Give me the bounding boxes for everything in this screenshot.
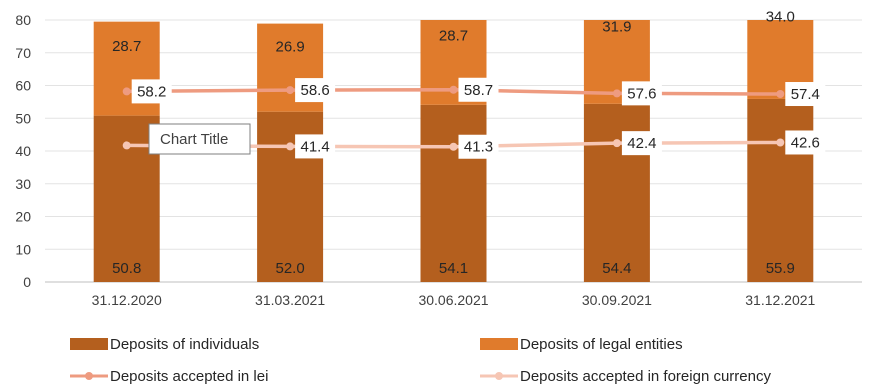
bar-value-label: 34.0 <box>766 9 795 26</box>
y-tick-label: 60 <box>15 78 31 94</box>
legend-label: Deposits accepted in lei <box>110 368 268 385</box>
y-tick-label: 40 <box>15 143 31 159</box>
bar-value-label: 50.8 <box>112 260 141 277</box>
bar-segment <box>420 104 487 282</box>
x-tick-label: 30.06.2021 <box>418 292 488 308</box>
y-tick-label: 50 <box>15 110 31 126</box>
series-point <box>286 86 295 95</box>
legend-swatch-marker <box>495 372 503 380</box>
bar-labels: 50.8 28.7 52.0 26.9 54.1 28.7 54.4 31.9 55.9 34.0 <box>112 9 795 277</box>
point-label-box <box>785 82 826 107</box>
x-tick-label: 31.03.2021 <box>255 292 325 308</box>
legend-swatch <box>480 338 518 350</box>
point-label-box <box>458 77 499 102</box>
point-value-label: 42.4 <box>627 135 656 152</box>
x-axis: 31.12.2020 31.03.2021 30.06.2021 30.09.2021… <box>92 292 816 308</box>
series-point <box>776 90 785 99</box>
bar-segment <box>583 103 650 282</box>
series-point <box>286 142 295 151</box>
bar-segment <box>747 98 814 283</box>
series-point <box>612 89 621 98</box>
bar-value-label: 31.9 <box>602 19 631 36</box>
tooltip-text: Chart Title <box>160 131 228 148</box>
y-tick-label: 30 <box>15 176 31 192</box>
series-point <box>449 142 458 151</box>
bar-value-label: 28.7 <box>439 27 468 44</box>
y-tick-label: 80 <box>15 12 31 28</box>
y-tick-label: 20 <box>15 209 31 225</box>
legend-label: Deposits of individuals <box>110 336 259 353</box>
legend-label: Deposits of legal entities <box>520 336 683 353</box>
point-label-box <box>621 81 662 106</box>
y-tick-label: 0 <box>23 274 31 290</box>
point-label-box <box>785 130 826 155</box>
bar-value-label: 54.1 <box>439 260 468 277</box>
x-tick-label: 31.12.2020 <box>92 292 162 308</box>
point-label-box <box>295 78 336 103</box>
tooltip-box <box>148 123 251 155</box>
point-label-box <box>295 134 336 159</box>
x-tick-label: 31.12.2021 <box>745 292 815 308</box>
bar-value-label: 55.9 <box>766 260 795 277</box>
bar-value-label: 28.7 <box>112 38 141 55</box>
point-value-label: 58.2 <box>137 83 166 100</box>
series-point <box>122 141 131 150</box>
bar-value-label: 52.0 <box>275 260 304 277</box>
y-axis: 0 10 20 30 40 50 60 70 80 <box>15 12 31 290</box>
series-point <box>449 85 458 94</box>
legend: Deposits of individuals Deposits of legal… <box>70 336 771 385</box>
point-value-label: 57.4 <box>791 86 820 103</box>
y-tick-label: 10 <box>15 241 31 257</box>
x-tick-label: 30.09.2021 <box>582 292 652 308</box>
point-value-label: 41.4 <box>300 138 329 155</box>
line-labels: 58.2 58.6 58.7 57.6 57.4 41.4 41.3 42.4 42.6 <box>131 77 826 159</box>
bar-value-label: 54.4 <box>602 260 631 277</box>
point-value-label: 58.7 <box>464 82 493 99</box>
series-point <box>122 87 131 96</box>
legend-swatch-marker <box>85 372 93 380</box>
point-label-box <box>621 131 662 156</box>
chart-title-tooltip: Chart Title <box>148 123 251 155</box>
series-point <box>612 139 621 148</box>
point-value-label: 41.3 <box>464 139 493 156</box>
legend-swatch <box>70 338 108 350</box>
y-tick-label: 70 <box>15 45 31 61</box>
point-value-label: 42.6 <box>791 134 820 151</box>
bar-value-label: 26.9 <box>275 39 304 56</box>
point-label-box <box>131 79 172 104</box>
series-point <box>776 138 785 147</box>
point-value-label: 58.6 <box>300 82 329 99</box>
legend-label: Deposits accepted in foreign currency <box>520 368 771 385</box>
point-value-label: 57.6 <box>627 85 656 102</box>
point-label-box <box>458 134 499 159</box>
